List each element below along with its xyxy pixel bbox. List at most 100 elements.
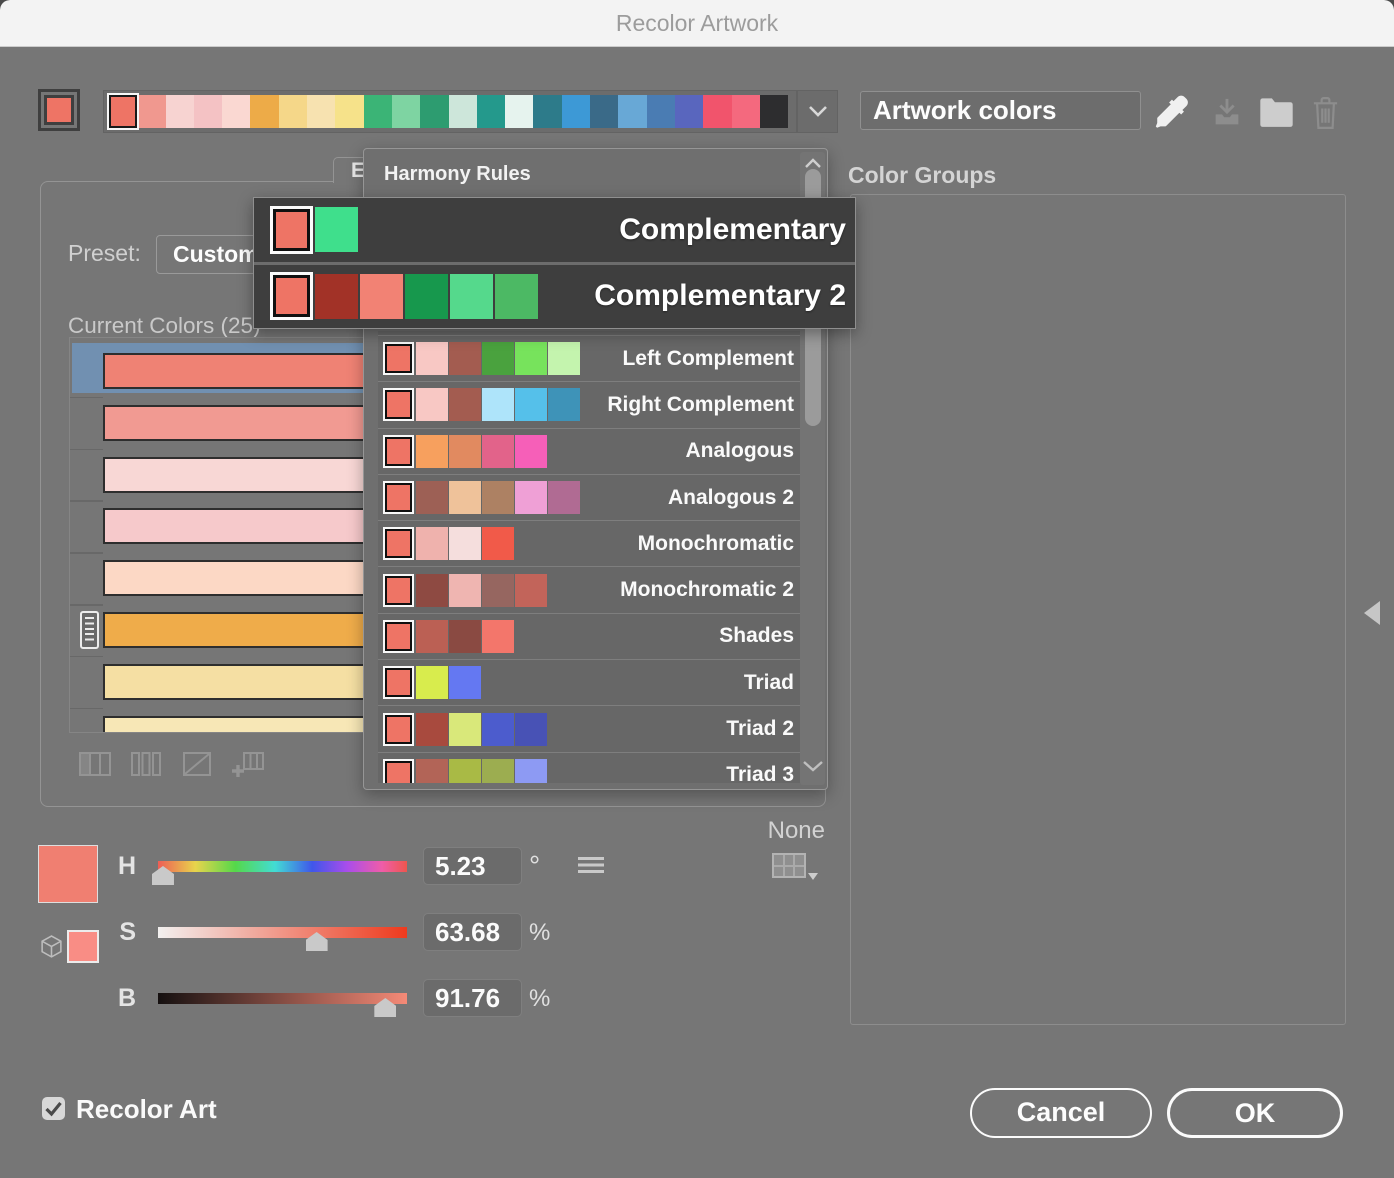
strip-swatch-selected[interactable] (109, 95, 138, 128)
hsb-value-input[interactable]: 91.76 (423, 979, 522, 1017)
strip-swatch[interactable] (703, 95, 732, 128)
base-color-swatch (383, 619, 414, 653)
color-mode-grid-icon[interactable] (772, 853, 806, 878)
hsb-row-label: S (119, 918, 136, 946)
rule-swatch (482, 573, 514, 607)
hsb-value-input[interactable]: 63.68 (423, 913, 522, 951)
rule-swatch (315, 273, 358, 319)
preset-select[interactable]: Custom (156, 235, 296, 274)
harmony-rule-item-highlighted[interactable]: Complementary (254, 198, 855, 262)
3d-cube-icon (41, 935, 62, 958)
hsb-unit-label: % (529, 985, 551, 1012)
strip-swatch[interactable] (363, 95, 392, 128)
strip-swatch[interactable] (193, 95, 223, 128)
drag-handle-icon[interactable] (80, 611, 99, 649)
rule-swatch (515, 712, 547, 746)
strip-swatch[interactable] (335, 95, 364, 128)
harmony-rule-item[interactable]: Triad 2 (378, 705, 800, 752)
hsb-menu-icon[interactable] (578, 857, 604, 873)
scroll-up-icon[interactable] (804, 157, 822, 169)
rule-swatch (416, 758, 448, 783)
rule-swatch (449, 481, 481, 515)
rule-swatch (449, 342, 481, 376)
rule-label: Analogous (685, 439, 795, 463)
color-groups-panel[interactable] (850, 194, 1346, 1025)
strip-swatch[interactable] (420, 95, 449, 128)
strip-swatch[interactable] (759, 95, 789, 128)
strip-swatch[interactable] (476, 95, 506, 128)
collapse-panel-arrow-icon[interactable] (1364, 601, 1380, 625)
new-column-icon[interactable] (231, 750, 267, 780)
active-colors-strip[interactable] (103, 90, 797, 133)
rule-swatch (416, 481, 448, 515)
ok-button[interactable]: OK (1167, 1088, 1343, 1138)
harmony-rule-item[interactable]: Shades (378, 612, 800, 660)
strip-swatch[interactable] (505, 95, 534, 128)
harmony-rule-item[interactable]: Right Complement (378, 381, 800, 428)
strip-swatch[interactable] (731, 95, 760, 128)
rule-swatch (515, 342, 547, 376)
strip-swatch[interactable] (674, 95, 704, 128)
strip-swatch[interactable] (590, 95, 619, 128)
scroll-down-icon[interactable] (802, 759, 824, 773)
cancel-button[interactable]: Cancel (970, 1088, 1152, 1138)
base-color-swatch (270, 272, 313, 321)
rule-swatch (482, 481, 514, 515)
strip-swatch[interactable] (278, 95, 308, 128)
recolor-art-checkbox[interactable] (42, 1097, 65, 1120)
strip-swatch[interactable] (307, 95, 336, 128)
harmony-rule-item[interactable]: Analogous (378, 427, 800, 474)
harmony-rule-item[interactable]: Monochromatic (378, 520, 800, 567)
rule-label: Right Complement (607, 392, 794, 416)
eyedropper-icon[interactable] (1152, 92, 1190, 130)
harmony-rules-list: Left Complement Right Complement Analogous… (378, 331, 800, 783)
hsb-slider-track[interactable] (158, 992, 407, 1004)
rule-swatch (515, 481, 547, 515)
rule-swatch (416, 573, 448, 607)
hsb-value-input[interactable]: 5.23 (423, 847, 522, 885)
harmony-rule-item[interactable]: Triad 3 (378, 751, 800, 783)
window-title: Recolor Artwork (615, 10, 779, 36)
folder-icon[interactable] (1258, 96, 1295, 130)
color-group-name-field[interactable]: Artwork colors (860, 91, 1141, 130)
harmony-rule-item[interactable]: Analogous 2 (378, 473, 800, 521)
hsb-slider-track[interactable] (158, 926, 407, 938)
exclude-colors-icon[interactable] (180, 750, 214, 778)
rule-label: Left Complement (622, 346, 794, 370)
harmony-rule-item-highlighted[interactable]: Complementary 2 (254, 265, 855, 329)
rule-swatch (515, 758, 547, 783)
base-color-swatch (383, 666, 414, 700)
strip-swatch[interactable] (137, 95, 166, 128)
row-separator (70, 604, 103, 606)
harmony-rule-item[interactable]: Monochromatic 2 (378, 566, 800, 613)
harmony-rule-item[interactable]: Left Complement (378, 335, 800, 382)
merge-colors-icon[interactable] (78, 750, 112, 778)
trash-icon[interactable] (1310, 95, 1341, 131)
harmony-rules-dropdown-button[interactable] (797, 90, 838, 133)
strip-swatch[interactable] (448, 95, 477, 128)
strip-swatch[interactable] (618, 95, 647, 128)
window-titlebar[interactable]: Recolor Artwork (0, 0, 1394, 47)
color-groups-label: Color Groups (848, 162, 997, 188)
rule-swatch (449, 434, 481, 468)
row-separator (70, 396, 103, 399)
separate-colors-icon[interactable] (129, 750, 163, 778)
hsb-slider-knob[interactable] (151, 866, 174, 885)
harmony-selected-overlay: Complementary Complementary 2 (253, 197, 856, 329)
hsb-slider-knob[interactable] (374, 998, 397, 1017)
strip-swatch[interactable] (533, 95, 562, 128)
strip-swatch[interactable] (222, 95, 251, 128)
hsb-slider-track[interactable] (158, 860, 407, 872)
rule-swatch (548, 388, 580, 422)
strip-swatch[interactable] (250, 95, 279, 128)
rule-swatch (450, 273, 493, 319)
strip-swatch[interactable] (391, 95, 421, 128)
rule-swatch (449, 619, 481, 653)
hsb-slider-knob[interactable] (305, 932, 328, 951)
strip-swatch[interactable] (646, 95, 675, 128)
strip-swatch[interactable] (561, 95, 591, 128)
save-group-icon[interactable] (1210, 96, 1244, 130)
harmony-rule-item[interactable]: Triad (378, 659, 800, 706)
rule-swatch (482, 342, 514, 376)
strip-swatch[interactable] (165, 95, 194, 128)
